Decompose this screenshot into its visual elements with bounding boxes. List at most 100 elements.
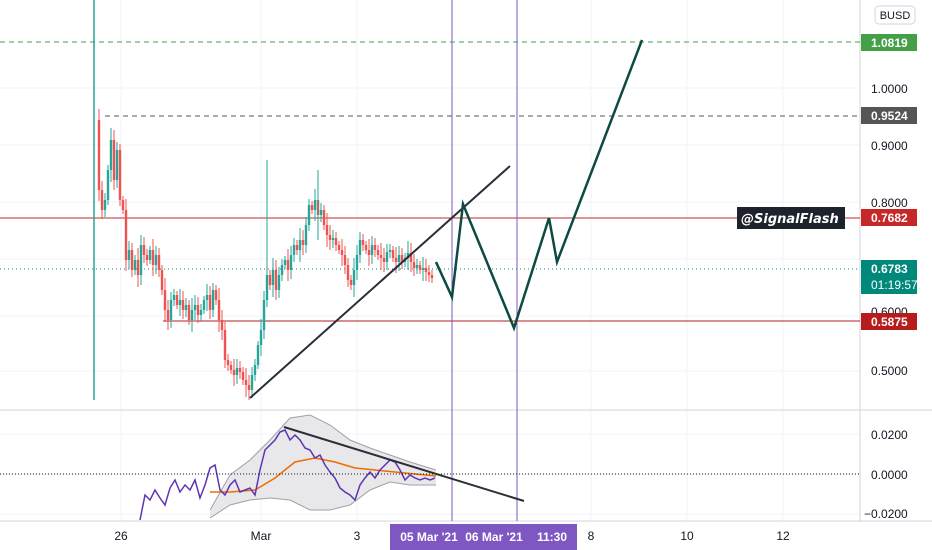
candle-body (397, 255, 401, 262)
candle-body (103, 200, 107, 210)
price-tag: 0.9524 (871, 109, 908, 123)
time-tick: 8 (588, 529, 595, 543)
current-price-tag-bg (861, 260, 917, 294)
indicator-band-lower (209, 481, 436, 519)
candle-body (193, 305, 197, 310)
candle-body (424, 268, 428, 272)
candle-body (157, 255, 161, 270)
candle-body (340, 250, 344, 255)
candle-body (208, 295, 212, 310)
candle-body (361, 240, 365, 245)
candle-body (430, 275, 434, 278)
candle-body (190, 310, 194, 320)
price-axis: BUSD 1.0000 0.9000 0.8000 0.5000 0.6000 … (861, 5, 918, 521)
candle-body (106, 170, 110, 200)
candle-body (259, 330, 263, 345)
candle-body (325, 225, 329, 235)
candle-body (376, 250, 380, 255)
candle-body (241, 372, 245, 380)
candle-body (286, 260, 290, 270)
candle-body (127, 250, 131, 260)
price-tick: 0.9000 (871, 139, 908, 153)
candle-body (334, 238, 338, 245)
candle-body (391, 250, 395, 258)
candle-body (310, 205, 314, 210)
indicator-band-upper (209, 414, 437, 511)
candle-body (115, 150, 119, 180)
candle-body (295, 245, 299, 250)
indicator-pane (139, 414, 437, 521)
candle-body (313, 200, 317, 210)
ascending-trendline[interactable] (249, 165, 511, 399)
candle-body (112, 140, 116, 180)
candle-body (238, 368, 242, 372)
indicator-trendline[interactable] (283, 426, 525, 502)
candle-body (406, 253, 410, 258)
time-highlight: 05 Mar '21 (400, 530, 458, 544)
candle-body (415, 265, 419, 268)
candle-body (250, 375, 254, 390)
candle-body (163, 290, 167, 310)
candle-body (217, 300, 221, 320)
candle-body (280, 265, 284, 275)
grid-lines (0, 0, 860, 521)
projection-path[interactable] (434, 39, 644, 332)
candle-body (205, 295, 209, 300)
candle-body (130, 250, 134, 270)
time-tick: 12 (776, 529, 790, 543)
candle-body (379, 255, 383, 258)
candle-body (337, 245, 341, 250)
time-highlight: 11:30 (537, 530, 567, 544)
price-tag: 0.7682 (871, 211, 908, 225)
candle-body (271, 270, 275, 285)
candle-body (277, 275, 281, 290)
candle-body (232, 370, 236, 375)
price-tag-bg (861, 313, 917, 330)
price-tick: 0.5000 (871, 364, 908, 378)
candle-body (235, 368, 239, 375)
candle-body (154, 255, 158, 265)
candle-body (214, 290, 218, 300)
candle-body (370, 245, 374, 255)
candle-body (187, 305, 191, 320)
candle-body (220, 320, 224, 330)
candle-body (199, 310, 203, 315)
candle-body (181, 300, 185, 310)
candle-body (253, 365, 257, 375)
price-tag-bg (861, 34, 917, 51)
currency-label: BUSD (880, 10, 911, 22)
candle-body (268, 275, 272, 285)
candle-body (148, 250, 152, 260)
candle-body (355, 255, 359, 270)
candle-body (331, 238, 335, 240)
time-tick: Mar (251, 529, 272, 543)
time-tick: 26 (114, 529, 128, 543)
candle-body (346, 265, 350, 280)
candle-body (169, 300, 173, 320)
indicator-band (210, 415, 436, 518)
candle-body (343, 255, 347, 265)
candle-body (304, 225, 308, 245)
candle-body (289, 255, 293, 270)
watermark-bg (737, 207, 845, 229)
candles (97, 109, 434, 400)
price-tag: 0.5875 (871, 315, 908, 329)
indicator-tick: −0.0200 (864, 507, 908, 521)
candle-body (97, 120, 101, 190)
current-price-tag: 0.6783 (871, 262, 908, 276)
candle-body (136, 260, 140, 275)
candle-body (133, 260, 137, 270)
candle-body (292, 245, 296, 255)
candle-body (175, 295, 179, 305)
candle-body (382, 258, 386, 262)
candle-body (229, 365, 233, 370)
watermark: @SignalFlash (741, 212, 839, 227)
candle-body (388, 250, 392, 252)
candle-body (178, 300, 182, 305)
candle-body (100, 190, 104, 210)
candle-body (109, 140, 113, 170)
price-tick: 1.0000 (871, 82, 908, 96)
price-tag-bg (861, 209, 917, 226)
countdown: 01:19:57 (871, 278, 918, 292)
